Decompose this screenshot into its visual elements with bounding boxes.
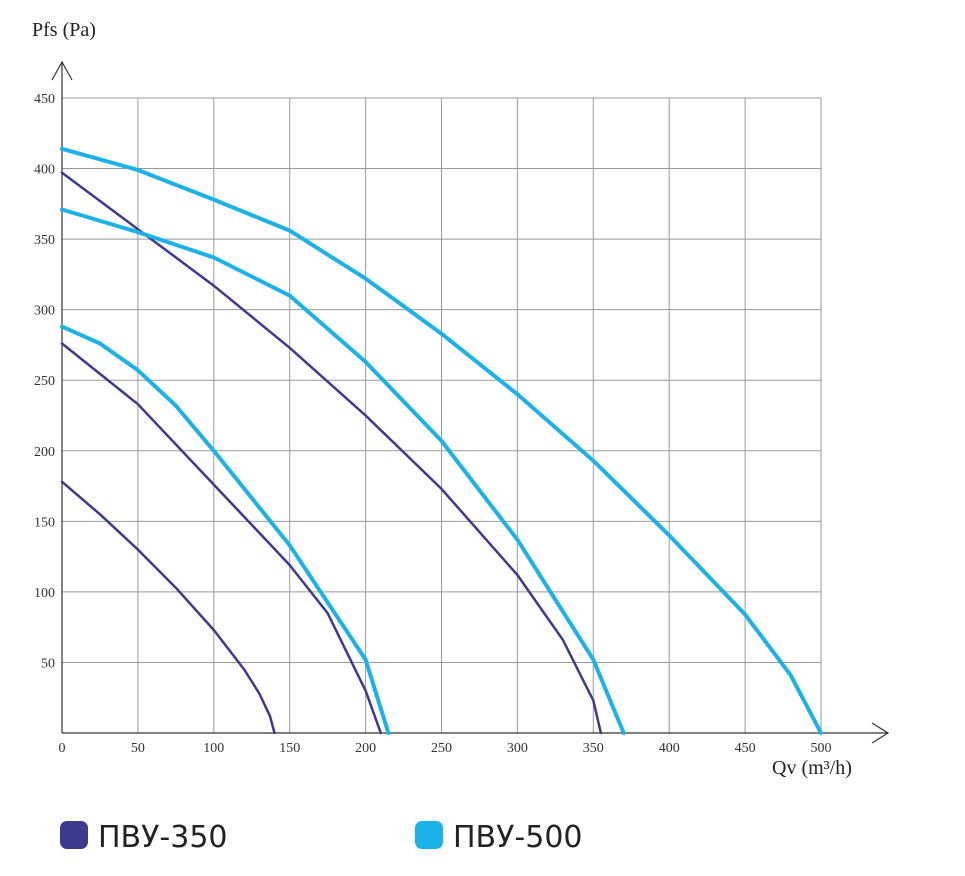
x-axis-label: Qv (m³/h): [772, 757, 852, 779]
legend-swatch: [60, 821, 88, 849]
legend-label: ПВУ-350: [98, 820, 228, 855]
x-tick-label: 150: [279, 741, 300, 756]
legend-label: ПВУ-500: [453, 820, 583, 855]
x-arrow: [871, 722, 890, 744]
x-tick-label: 500: [811, 741, 832, 756]
curve: [60, 480, 276, 735]
curve: [60, 146, 823, 735]
x-tick-label: 0: [59, 741, 66, 756]
x-tick-label: 300: [507, 741, 528, 756]
curve: [60, 324, 391, 735]
y-tick-label: 50: [41, 656, 55, 671]
x-tick-label: 250: [431, 741, 452, 756]
curve: [60, 207, 626, 735]
y-tick-label: 300: [34, 304, 55, 319]
y-tick-label: 150: [34, 515, 55, 530]
legend-swatch: [415, 821, 443, 849]
x-tick-label: 100: [203, 741, 224, 756]
x-tick-label: 50: [131, 741, 145, 756]
y-tick-label: 100: [34, 586, 55, 601]
y-tick-label: 450: [34, 92, 55, 107]
x-tick-label: 350: [583, 741, 604, 756]
y-tick-label: 250: [34, 374, 55, 389]
x-tick-label: 200: [355, 741, 376, 756]
x-tick-label: 450: [735, 741, 756, 756]
y-tick-label: 400: [34, 163, 55, 178]
y-arrow: [51, 60, 73, 81]
y-axis-label: Pfs (Pa): [32, 19, 96, 41]
y-tick-label: 350: [34, 233, 55, 248]
x-tick-label: 400: [659, 741, 680, 756]
y-tick-label: 200: [34, 445, 55, 460]
curve: [60, 342, 383, 735]
curve: [60, 171, 603, 735]
